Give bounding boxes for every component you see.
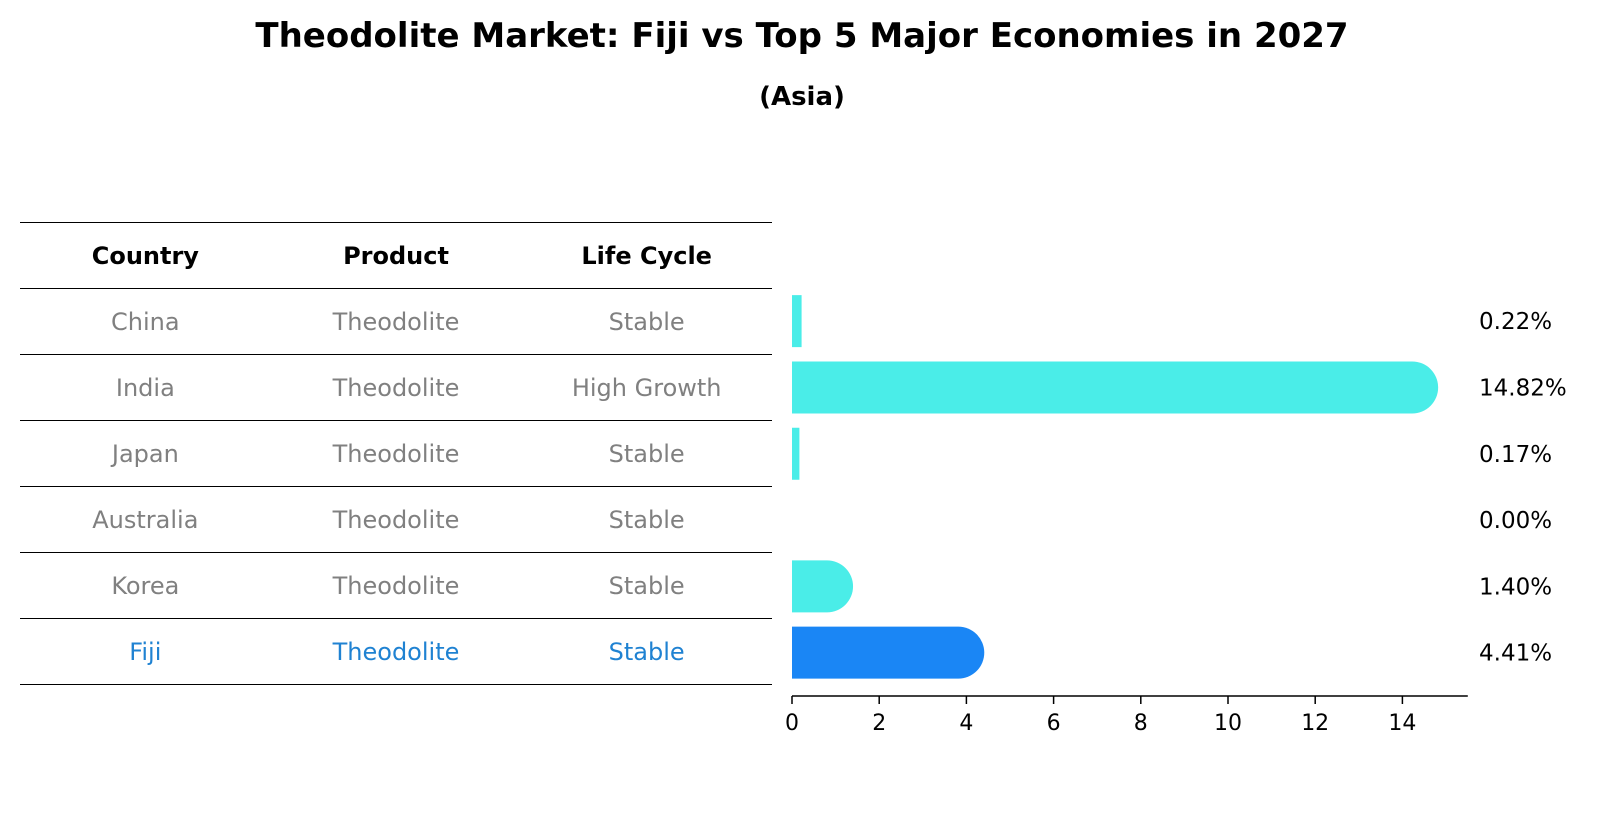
table-row: Korea Theodolite Stable: [20, 552, 772, 618]
table-row: India Theodolite High Growth: [20, 354, 772, 420]
bar-china: [792, 295, 802, 348]
cell-life-cycle: Stable: [608, 637, 685, 666]
header-country: Country: [91, 241, 199, 270]
value-label: 0.22%: [1479, 309, 1552, 335]
chart-subtitle: (Asia): [759, 82, 845, 112]
x-tick-label: 10: [1214, 711, 1242, 736]
bar-korea: [792, 560, 854, 613]
bar-india: [792, 361, 1439, 414]
x-tick-label: 14: [1388, 711, 1416, 736]
value-label: 1.40%: [1479, 574, 1552, 600]
table-row: China Theodolite Stable: [20, 288, 772, 354]
bar-fiji: [792, 626, 985, 679]
table-header-row: Country Product Life Cycle: [20, 222, 772, 288]
header-life-cycle: Life Cycle: [581, 241, 712, 270]
data-table: Country Product Life Cycle China Theodol…: [20, 222, 772, 685]
x-tick-label: 4: [959, 711, 973, 736]
cell-country: India: [115, 373, 175, 402]
header-product: Product: [343, 241, 449, 270]
x-tick-label: 2: [872, 711, 886, 736]
cell-product: Theodolite: [332, 505, 460, 534]
table-row-highlight: Fiji Theodolite Stable: [20, 618, 772, 685]
x-tick-label: 0: [785, 711, 799, 736]
cell-country: Japan: [111, 439, 179, 468]
x-tick-label: 12: [1301, 711, 1329, 736]
table-row: Australia Theodolite Stable: [20, 486, 772, 552]
cell-country: Fiji: [129, 637, 162, 666]
cell-product: Theodolite: [332, 439, 460, 468]
x-tick-label: 6: [1047, 711, 1061, 736]
value-label: 0.00%: [1479, 508, 1552, 534]
cell-life-cycle: High Growth: [571, 373, 722, 402]
cell-life-cycle: Stable: [608, 505, 685, 534]
bar-japan: [792, 427, 800, 480]
x-tick-label: 8: [1134, 711, 1148, 736]
value-label: 4.41%: [1479, 641, 1552, 667]
cell-product: Theodolite: [332, 307, 460, 336]
cell-product: Theodolite: [332, 637, 460, 666]
cell-life-cycle: Stable: [608, 439, 685, 468]
cell-life-cycle: Stable: [608, 571, 685, 600]
chart-title: Theodolite Market: Fiji vs Top 5 Major E…: [255, 16, 1349, 56]
cell-life-cycle: Stable: [608, 307, 685, 336]
cell-country: China: [111, 307, 180, 336]
cell-country: Australia: [92, 505, 199, 534]
value-label: 0.17%: [1479, 442, 1552, 468]
table-row: Japan Theodolite Stable: [20, 420, 772, 486]
cell-product: Theodolite: [332, 571, 460, 600]
cell-country: Korea: [111, 571, 180, 600]
value-label: 14.82%: [1479, 375, 1567, 401]
cell-product: Theodolite: [332, 373, 460, 402]
